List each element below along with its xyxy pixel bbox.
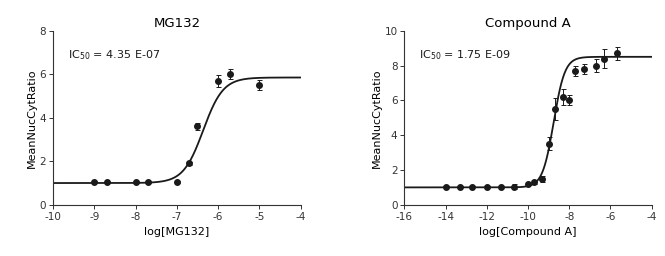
Y-axis label: MeanNucCytRatio: MeanNucCytRatio [27,68,37,167]
X-axis label: log[Compound A]: log[Compound A] [479,227,577,237]
Text: IC$_{50}$ = 1.75 E-09: IC$_{50}$ = 1.75 E-09 [419,48,511,62]
X-axis label: log[MG132]: log[MG132] [144,227,209,237]
Title: Compound A: Compound A [485,17,571,29]
Text: IC$_{50}$ = 4.35 E-07: IC$_{50}$ = 4.35 E-07 [68,48,160,62]
Title: MG132: MG132 [154,17,200,29]
Y-axis label: MeanNucCytRatio: MeanNucCytRatio [372,68,382,167]
